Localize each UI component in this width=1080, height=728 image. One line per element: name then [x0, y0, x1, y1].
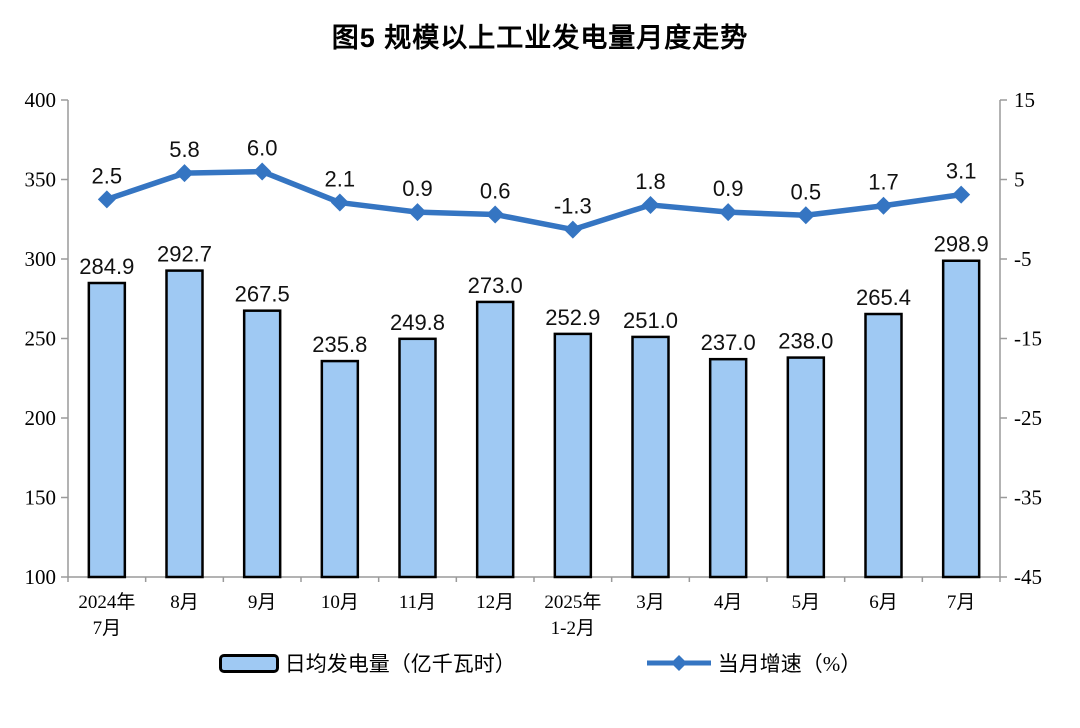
- line-value-label: 3.1: [946, 159, 977, 184]
- bar: [242, 309, 282, 579]
- bar-value-label: 284.9: [79, 254, 134, 279]
- line-value-label: 0.9: [713, 176, 744, 201]
- right-axis-tick-label: -15: [1014, 327, 1042, 351]
- line-value-label: 0.9: [402, 176, 433, 201]
- x-axis-category-label: 12月: [476, 592, 514, 613]
- left-axis-tick-label: 200: [25, 406, 57, 430]
- x-axis-category-label: 7月: [947, 592, 976, 613]
- line-value-label: 6.0: [247, 136, 278, 161]
- line-value-label: 5.8: [169, 137, 200, 162]
- chart-title: 图5 规模以上工业发电量月度走势: [331, 23, 749, 53]
- x-axis-category-label: 3月: [636, 592, 665, 613]
- line-marker: [330, 193, 349, 212]
- right-axis-tick-label: -5: [1014, 247, 1032, 271]
- line-marker: [97, 190, 116, 209]
- line-marker: [253, 162, 272, 181]
- bar-value-label: 267.5: [235, 282, 290, 307]
- line-marker: [486, 205, 505, 224]
- bar-series-swatch-icon: [218, 653, 279, 673]
- right-axis-tick-label: -25: [1014, 406, 1042, 430]
- chart-canvas: 400 350 300 250 200 150 100 15 5 -5 -15 -25 -35 -45 28…: [25, 88, 1043, 639]
- bar: [553, 332, 593, 579]
- line-marker: [641, 195, 660, 214]
- x-axis-category-label: 9月: [248, 592, 277, 613]
- line-marker: [719, 203, 738, 222]
- x-axis-category-label: 8月: [170, 592, 199, 613]
- x-axis-category-label: 2025年 1-2月: [544, 591, 601, 639]
- bar-value-label: 252.9: [545, 305, 600, 330]
- bar: [631, 335, 670, 579]
- bar: [941, 259, 981, 579]
- bar: [87, 281, 127, 579]
- line-value-label: 0.5: [791, 179, 822, 204]
- left-axis-tick-label: 250: [25, 327, 57, 351]
- right-axis-tick-label: 15: [1014, 88, 1035, 112]
- bar: [398, 337, 437, 579]
- left-axis-tick-label: 300: [25, 247, 57, 271]
- line-series-swatch-icon: [646, 655, 711, 671]
- bar-value-label: 265.4: [856, 285, 911, 310]
- bar-value-label: 237.0: [701, 330, 756, 355]
- left-axis-tick-label: 150: [25, 486, 57, 510]
- line-value-label: 1.8: [635, 169, 666, 194]
- right-axis-tick-label: 5: [1014, 168, 1025, 192]
- bar-value-label: 292.7: [157, 242, 212, 267]
- line-value-label: 0.6: [480, 178, 511, 203]
- left-axis-tick-label: 400: [25, 88, 57, 112]
- bar-value-label: 238.0: [778, 329, 833, 354]
- line-marker: [175, 164, 194, 183]
- right-axis-tick-label: -45: [1014, 565, 1042, 589]
- line-marker: [874, 196, 893, 215]
- line-value-label: -1.3: [554, 194, 592, 219]
- growth-line: [104, 168, 964, 233]
- line-value-label: 2.1: [325, 167, 356, 192]
- bar-value-label: 298.9: [934, 232, 989, 257]
- legend-label-line-series: 当月增速（%）: [717, 652, 862, 676]
- right-axis-tick-label: -35: [1014, 486, 1042, 510]
- line-marker: [796, 206, 815, 225]
- legend-item-line-series: 当月增速（%）: [646, 648, 862, 678]
- left-axis-tick-label: 100: [25, 565, 57, 589]
- x-axis-category-label: 2024年 7月: [78, 591, 135, 639]
- x-axis-category-label: 6月: [869, 592, 898, 613]
- bar: [864, 312, 903, 579]
- line-value-label: 2.5: [92, 163, 123, 188]
- bar: [475, 300, 515, 579]
- line-value-label: 1.7: [868, 170, 899, 195]
- x-axis-category-label: 5月: [792, 592, 821, 613]
- legend-item-bar-series: 日均发电量（亿千瓦时）: [218, 648, 516, 678]
- x-axis-category-label: 4月: [714, 592, 743, 613]
- x-axis-category-label: 11月: [399, 592, 436, 613]
- line-marker: [408, 203, 427, 222]
- legend: 日均发电量（亿千瓦时） 当月增速（%）: [0, 648, 1080, 678]
- line-marker: [563, 220, 582, 239]
- x-axis-category-label: 10月: [321, 592, 359, 613]
- line-marker: [952, 185, 971, 204]
- bar: [786, 356, 826, 579]
- bar-value-label: 249.8: [390, 310, 445, 335]
- bar-value-label: 251.0: [623, 308, 678, 333]
- bar: [708, 357, 748, 579]
- legend-label-bar-series: 日均发电量（亿千瓦时）: [284, 652, 516, 676]
- left-axis-tick-label: 350: [25, 168, 57, 192]
- bar-value-label: 235.8: [312, 332, 367, 357]
- bar: [165, 269, 204, 579]
- bar-value-label: 273.0: [468, 273, 523, 298]
- bar: [320, 359, 360, 579]
